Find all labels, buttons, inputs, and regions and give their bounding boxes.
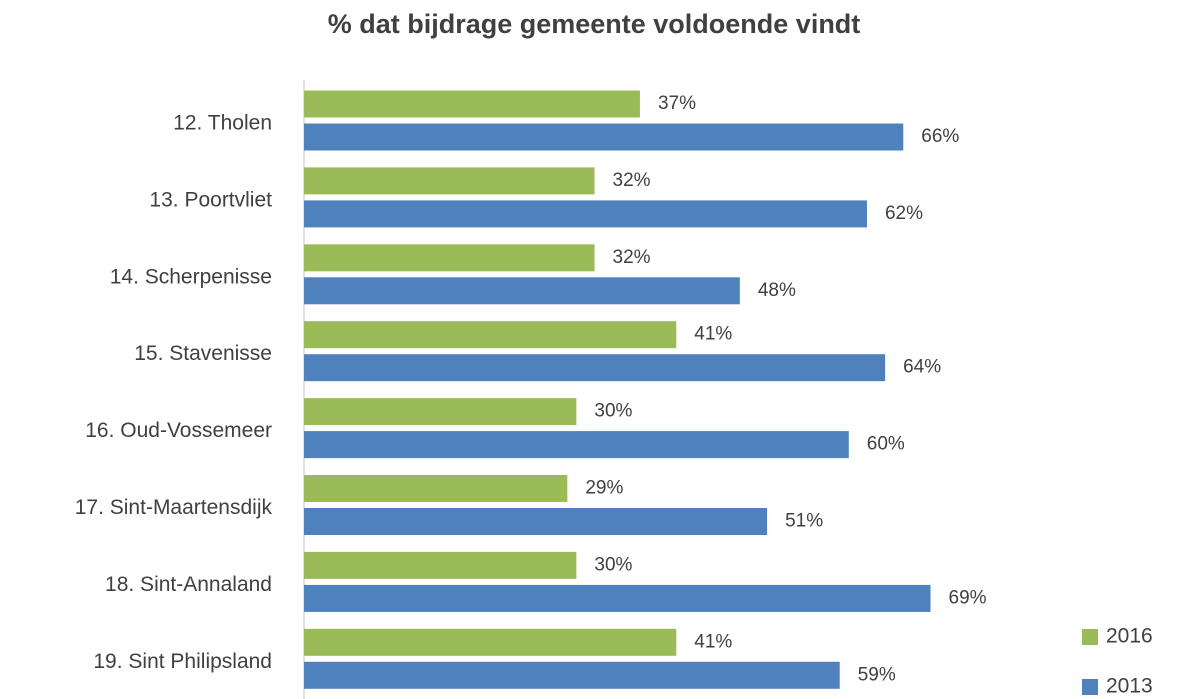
bar: [304, 628, 677, 656]
data-label: 30%: [594, 554, 632, 575]
category-label: 12. Tholen: [173, 112, 272, 135]
data-label: 66%: [921, 126, 959, 147]
legend-label: 2016: [1106, 625, 1153, 648]
bar: [304, 90, 640, 118]
bar: [304, 475, 568, 502]
data-label: 64%: [903, 357, 941, 378]
bar: [304, 431, 849, 459]
bar: [304, 123, 904, 151]
data-label: 62%: [885, 203, 923, 224]
bar: [304, 551, 577, 579]
data-label: 41%: [694, 631, 732, 652]
legend-swatch: [1082, 629, 1098, 645]
category-label: 18. Sint-Annaland: [105, 573, 272, 596]
bar: [304, 354, 886, 382]
data-label: 30%: [594, 401, 632, 422]
bar: [304, 398, 577, 426]
data-label: 60%: [867, 434, 905, 455]
chart-title: % dat bijdrage gemeente voldoende vindt: [328, 9, 861, 39]
bar: [304, 244, 595, 272]
category-label: 14. Scherpenisse: [110, 265, 272, 288]
category-label: 13. Poortvliet: [149, 188, 272, 211]
category-label: 15. Stavenisse: [134, 342, 272, 365]
bar: [304, 277, 740, 305]
legend-swatch: [1082, 679, 1098, 695]
data-label: 69%: [949, 587, 987, 608]
category-label: 19. Sint Philipsland: [93, 650, 272, 673]
bar: [304, 661, 840, 689]
bar: [304, 200, 867, 228]
bar: [304, 584, 931, 612]
bar: [304, 508, 768, 535]
data-label: 48%: [758, 280, 796, 301]
data-label: 59%: [858, 664, 896, 685]
data-label: 29%: [585, 478, 623, 499]
data-label: 32%: [613, 247, 651, 268]
bar: [304, 167, 595, 195]
data-label: 32%: [613, 170, 651, 191]
category-label: 16. Oud-Vossemeer: [85, 419, 272, 442]
legend-label: 2013: [1106, 675, 1153, 698]
category-label: 17. Sint-Maartensdijk: [75, 496, 273, 519]
bar: [304, 321, 677, 349]
data-label: 41%: [694, 324, 732, 345]
data-label: 37%: [658, 93, 696, 114]
data-label: 51%: [785, 511, 823, 532]
